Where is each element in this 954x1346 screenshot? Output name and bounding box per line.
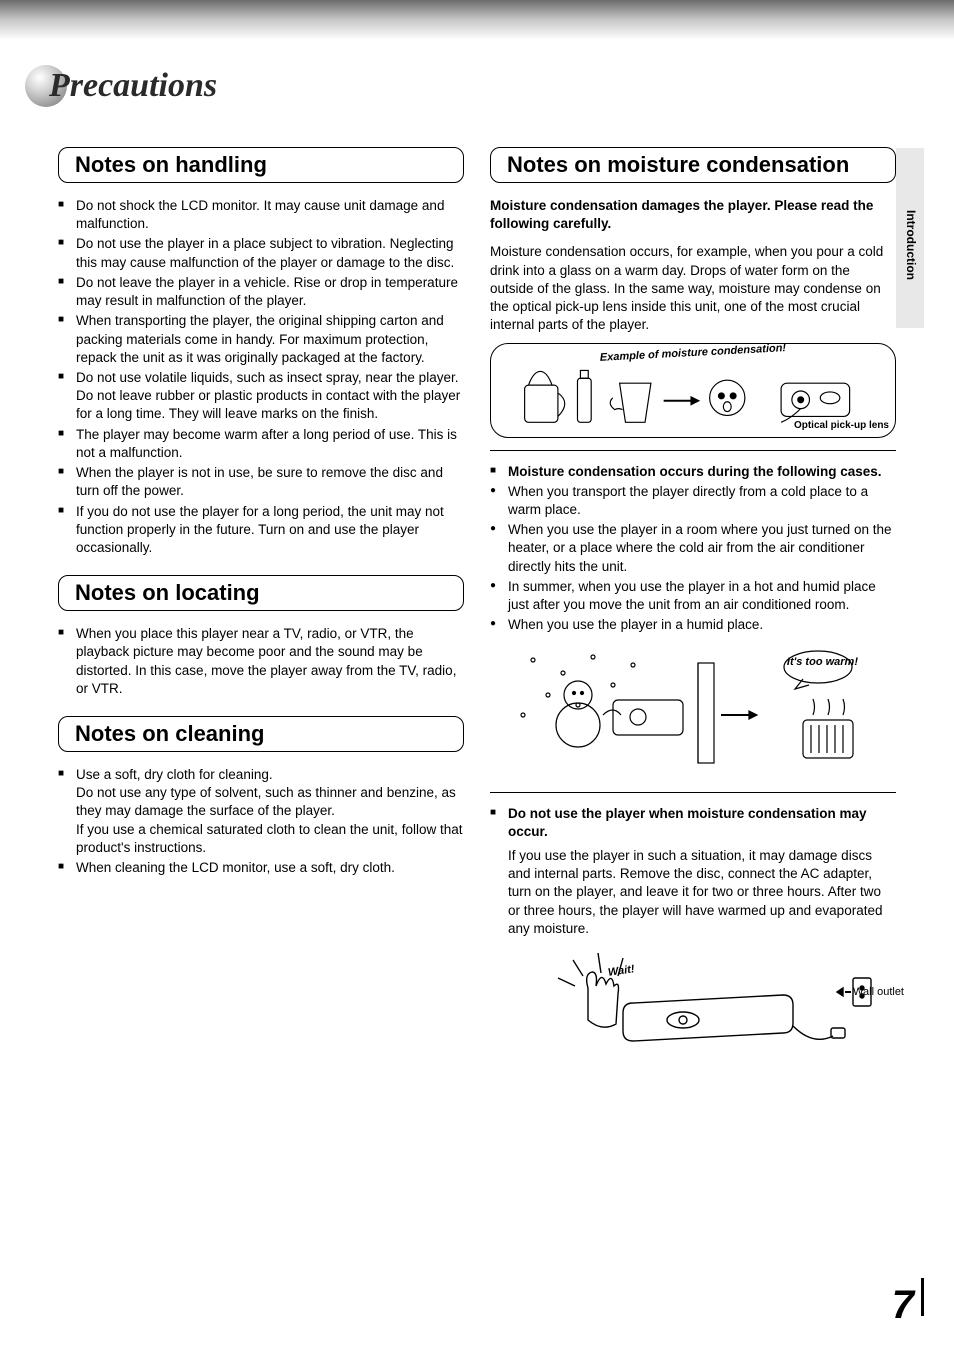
content-area: Notes on handling Do not shock the LCD m… — [0, 147, 954, 1063]
wall-outlet-label: Wall outlet — [853, 986, 904, 998]
page-title-wrap: Precautions — [25, 65, 954, 107]
list-item: Use a soft, dry cloth for cleaning. Do n… — [58, 766, 464, 857]
right-column: Notes on moisture condensation Moisture … — [490, 147, 896, 1063]
donot-header: Do not use the player when moisture cond… — [490, 805, 896, 841]
left-column: Notes on handling Do not shock the LCD m… — [58, 147, 464, 1063]
list-item: Do not use volatile liquids, such as ins… — [58, 369, 464, 424]
list-item: Do not leave the player in a vehicle. Ri… — [58, 274, 464, 310]
divider — [490, 792, 896, 793]
speech-too-warm: It's too warm! — [787, 657, 858, 669]
list-item: When you use the player in a room where … — [490, 521, 896, 576]
moisture-intro-bold: Moisture condensation damages the player… — [490, 197, 896, 233]
cleaning-list: Use a soft, dry cloth for cleaning. Do n… — [58, 766, 464, 877]
cases-list: When you transport the player directly f… — [490, 483, 896, 635]
locating-list: When you place this player near a TV, ra… — [58, 625, 464, 698]
cases-header: Moisture condensation occurs during the … — [490, 463, 896, 481]
list-item: When you place this player near a TV, ra… — [58, 625, 464, 698]
page-number-bar — [921, 1278, 924, 1316]
section-header-moisture: Notes on moisture condensation — [490, 147, 896, 183]
list-item: Do not use the player in a place subject… — [58, 235, 464, 271]
list-item: When the player is not in use, be sure t… — [58, 464, 464, 500]
optical-lens-label: Optical pick-up lens — [794, 421, 889, 431]
section-header-handling: Notes on handling — [58, 147, 464, 183]
list-item: When you transport the player directly f… — [490, 483, 896, 519]
divider — [490, 450, 896, 451]
list-item: Do not shock the LCD monitor. It may cau… — [58, 197, 464, 233]
section-header-locating: Notes on locating — [58, 575, 464, 611]
donot-body: If you use the player in such a situatio… — [490, 847, 896, 938]
page-number: 7 — [892, 1283, 914, 1328]
side-tab-label: Introduction — [904, 210, 918, 280]
list-item: When transporting the player, the origin… — [58, 312, 464, 367]
moisture-intro: Moisture condensation occurs, for exampl… — [490, 243, 896, 334]
illustration-condensation: Example of moisture condensation! — [490, 343, 896, 438]
handling-list: Do not shock the LCD monitor. It may cau… — [58, 197, 464, 557]
wait-svg — [490, 948, 896, 1063]
list-item: When cleaning the LCD monitor, use a sof… — [58, 859, 464, 877]
cases-header-list: Moisture condensation occurs during the … — [490, 463, 896, 481]
list-item: If you do not use the player for a long … — [58, 503, 464, 558]
list-item: In summer, when you use the player in a … — [490, 578, 896, 614]
illustration-snowman: It's too warm! — [490, 645, 896, 780]
donot-header-list: Do not use the player when moisture cond… — [490, 805, 896, 841]
illustration-wait: Wait! Wall outlet — [490, 948, 896, 1063]
section-header-cleaning: Notes on cleaning — [58, 716, 464, 752]
list-item: The player may become warm after a long … — [58, 426, 464, 462]
page-title: Precautions — [49, 67, 217, 105]
list-item: When you use the player in a humid place… — [490, 616, 896, 634]
top-gradient — [0, 0, 954, 40]
